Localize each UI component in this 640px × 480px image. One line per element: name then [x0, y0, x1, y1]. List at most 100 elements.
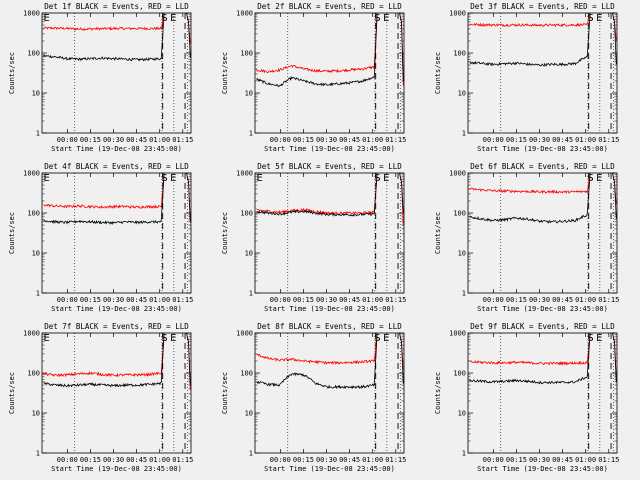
- x-tick-label: 00:30: [103, 456, 124, 464]
- chart-title: Det 9f BLACK = Events, RED = LLD: [470, 322, 615, 331]
- series-trace-black-events: [256, 172, 378, 217]
- flare-marker-label: E: [596, 333, 602, 344]
- x-tick-label: 00:30: [529, 456, 550, 464]
- x-tick-label: 01:15: [172, 456, 193, 464]
- x-tick-label: 00:45: [339, 136, 360, 144]
- series-trace-red-lld: [256, 172, 378, 216]
- y-tick-label: 100: [240, 50, 253, 58]
- x-tick-label: 00:45: [552, 296, 573, 304]
- x-tick-label: 00:30: [103, 296, 124, 304]
- x-tick-label: 01:00: [149, 296, 170, 304]
- x-tick-label: 01:00: [575, 456, 596, 464]
- series-decay-trace: [399, 172, 404, 214]
- y-tick-label: 1000: [449, 10, 466, 18]
- series-trace-black-events: [469, 12, 591, 67]
- y-tick-label: 1000: [23, 330, 40, 338]
- plot-frame: [41, 172, 192, 294]
- plot-frame: [254, 172, 405, 294]
- series-decay-trace: [612, 332, 617, 383]
- series-trace-black-events: [256, 12, 378, 88]
- x-tick-label: 01:00: [362, 136, 383, 144]
- flare-marker-label: S: [587, 173, 593, 184]
- chart-panel-8: Det 8f BLACK = Events, RED = LLD 1 10 100 10…: [221, 322, 406, 473]
- series-trace-red-lld: [469, 12, 591, 28]
- y-tick-label: 100: [27, 370, 40, 378]
- y-tick-label: 10: [245, 410, 253, 418]
- x-tick-label: 00:30: [529, 296, 550, 304]
- x-tick-label: 01:15: [172, 296, 193, 304]
- x-tick-label: 00:30: [316, 296, 337, 304]
- x-tick-label: 00:00: [57, 456, 78, 464]
- y-tick-label: 1: [249, 130, 253, 138]
- x-tick-label: 00:45: [339, 456, 360, 464]
- y-tick-label: 1000: [23, 10, 40, 18]
- series-trace-black-events: [43, 172, 165, 226]
- x-tick-label: 00:30: [316, 456, 337, 464]
- x-tick-label: 01:15: [172, 136, 193, 144]
- x-tick-label: 00:15: [80, 136, 101, 144]
- y-axis-label: Counts/sec: [8, 212, 16, 254]
- y-tick-label: 1000: [449, 330, 466, 338]
- flare-marker-label: S: [374, 173, 380, 184]
- x-tick-label: 00:45: [126, 296, 147, 304]
- chart-title: Det 8f BLACK = Events, RED = LLD: [257, 322, 402, 331]
- series-decay-trace: [399, 332, 404, 384]
- flare-marker-label: E: [596, 173, 602, 184]
- y-tick-label: 1000: [236, 10, 253, 18]
- x-tick-label: 00:15: [80, 456, 101, 464]
- x-tick-label: 00:00: [483, 136, 504, 144]
- x-tick-label: 00:00: [483, 296, 504, 304]
- y-tick-label: 10: [32, 250, 40, 258]
- chart-title: Det 7f BLACK = Events, RED = LLD: [44, 322, 189, 331]
- y-tick-label: 1000: [236, 170, 253, 178]
- series-trace-red-lld: [469, 332, 591, 366]
- x-tick-label: 00:00: [270, 136, 291, 144]
- y-axis-label: Counts/sec: [434, 212, 442, 254]
- flare-marker-label: S: [587, 13, 593, 24]
- x-tick-label: 00:15: [293, 456, 314, 464]
- plot-frame: [467, 172, 618, 294]
- series-trace-black-events: [43, 12, 165, 62]
- x-tick-label: 00:45: [552, 136, 573, 144]
- series-trace-red-lld: [256, 12, 378, 74]
- series-trace-red-lld: [43, 332, 165, 378]
- y-axis-label: Counts/sec: [221, 52, 229, 94]
- y-tick-label: 100: [453, 370, 466, 378]
- x-tick-label: 00:15: [506, 136, 527, 144]
- series-decay-trace: [612, 172, 617, 219]
- y-axis-label: Counts/sec: [434, 52, 442, 94]
- x-tick-label: 00:45: [339, 296, 360, 304]
- x-tick-label: 01:00: [362, 456, 383, 464]
- series-decay-trace: [612, 12, 617, 65]
- x-tick-label: 00:15: [80, 296, 101, 304]
- y-axis-label: Counts/sec: [8, 372, 16, 414]
- x-tick-label: 01:15: [385, 456, 406, 464]
- x-tick-label: 01:00: [149, 456, 170, 464]
- x-tick-label: 01:00: [575, 136, 596, 144]
- chart-title: Det 1f BLACK = Events, RED = LLD: [44, 2, 189, 11]
- chart-title: Det 3f BLACK = Events, RED = LLD: [470, 2, 615, 11]
- flare-marker-label: E: [43, 13, 49, 24]
- flare-marker-label: S: [374, 333, 380, 344]
- x-tick-label: 00:15: [293, 296, 314, 304]
- x-tick-label: 00:15: [506, 296, 527, 304]
- flare-marker-label: E: [596, 13, 602, 24]
- plot-frame: [41, 12, 192, 134]
- x-tick-label: 01:15: [385, 136, 406, 144]
- x-axis-label: Start Time (19-Dec-08 23:45:00): [51, 305, 182, 313]
- x-axis-label: Start Time (19-Dec-08 23:45:00): [477, 305, 608, 313]
- y-tick-label: 1000: [23, 170, 40, 178]
- y-tick-label: 1: [462, 450, 466, 458]
- plot-frame: [254, 12, 405, 134]
- chart-panel-5: Det 5f BLACK = Events, RED = LLD 1 10 100 10…: [221, 162, 406, 313]
- series-trace-red-lld: [256, 332, 378, 365]
- x-axis-label: Start Time (19-Dec-08 23:45:00): [264, 465, 395, 473]
- chart-title: Det 2f BLACK = Events, RED = LLD: [257, 2, 402, 11]
- y-tick-label: 1: [249, 290, 253, 298]
- flare-marker-label: S: [161, 13, 167, 24]
- y-tick-label: 1: [36, 130, 40, 138]
- x-tick-label: 00:00: [57, 136, 78, 144]
- chart-panel-7: Det 7f BLACK = Events, RED = LLD 1 10 100 10…: [8, 322, 193, 473]
- chart-panel-1: Det 1f BLACK = Events, RED = LLD 1 10 100 10…: [8, 2, 193, 153]
- x-tick-label: 00:30: [316, 136, 337, 144]
